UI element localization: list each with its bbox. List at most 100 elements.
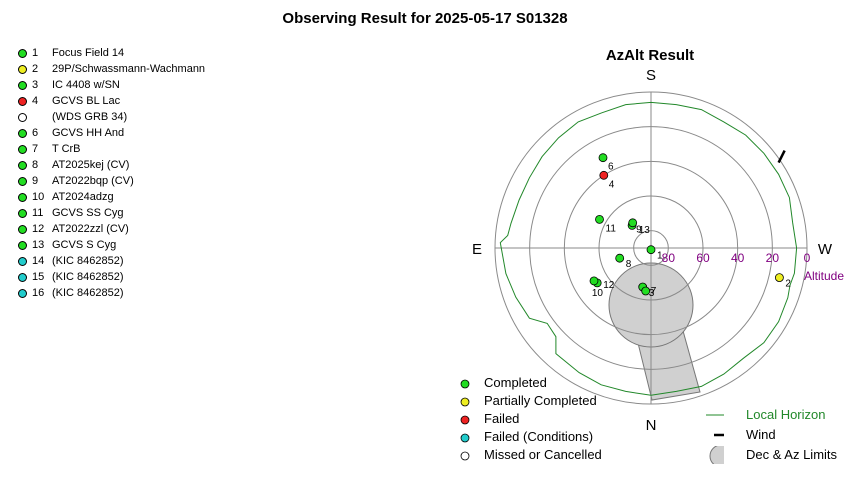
horizon-line-icon bbox=[706, 414, 724, 416]
target-number: 15 bbox=[32, 271, 45, 283]
point-label: 4 bbox=[609, 179, 615, 190]
point-label: 3 bbox=[649, 288, 655, 299]
target-number: 12 bbox=[32, 223, 45, 235]
altitude-tick-label: 20 bbox=[766, 251, 780, 265]
status-dot-icon bbox=[460, 433, 470, 443]
status-dot-icon bbox=[18, 241, 27, 250]
target-number: 3 bbox=[32, 79, 39, 91]
status-dot-icon bbox=[18, 193, 27, 202]
point-label: 11 bbox=[606, 223, 617, 234]
target-number: 1 bbox=[32, 47, 39, 59]
page-title: Observing Result for 2025-05-17 S01328 bbox=[282, 10, 568, 27]
status-dot-icon bbox=[460, 397, 470, 407]
target-point-4 bbox=[599, 170, 609, 180]
target-name: T CrB bbox=[52, 143, 81, 155]
target-name: GCVS HH And bbox=[52, 127, 125, 139]
wind-icon bbox=[714, 433, 724, 437]
status-dot-icon bbox=[18, 273, 27, 282]
target-point-8 bbox=[615, 253, 625, 263]
point-label: 13 bbox=[639, 225, 651, 236]
target-number: 16 bbox=[32, 287, 45, 299]
target-name: AT2025kej (CV) bbox=[52, 159, 130, 171]
target-number: 11 bbox=[32, 207, 44, 219]
status-dot-icon bbox=[18, 209, 27, 218]
direction-label-west: W bbox=[818, 241, 833, 258]
dec-az-limits-area bbox=[608, 262, 701, 401]
target-number: 2 bbox=[32, 63, 39, 75]
status-dot-icon bbox=[18, 81, 27, 90]
altitude-tick-label: 40 bbox=[731, 251, 745, 265]
target-number: 7 bbox=[32, 143, 39, 155]
target-name: (WDS GRB 34) bbox=[52, 111, 128, 123]
direction-label-east: E bbox=[472, 241, 482, 258]
target-number: 10 bbox=[32, 191, 45, 203]
axis-labels: S N E W 80 60 40 20 0 Altitude bbox=[472, 67, 844, 434]
target-name: (KIC 8462852) bbox=[52, 287, 124, 299]
point-label: 9 bbox=[636, 224, 642, 235]
legend-label: Missed or Cancelled bbox=[484, 447, 602, 462]
status-dot-icon bbox=[18, 177, 27, 186]
legend-label: Wind bbox=[746, 427, 776, 442]
status-dot-icon bbox=[18, 289, 27, 298]
target-name: GCVS S Cyg bbox=[52, 239, 117, 251]
limits-circle-icon bbox=[709, 446, 724, 464]
target-point-6 bbox=[598, 153, 608, 163]
target-name: Focus Field 14 bbox=[52, 47, 125, 59]
status-dot-icon bbox=[18, 113, 27, 122]
status-dot-icon bbox=[18, 129, 27, 138]
target-name: (KIC 8462852) bbox=[52, 255, 124, 267]
target-number: 4 bbox=[32, 95, 39, 107]
target-number: 9 bbox=[32, 175, 39, 187]
legend-label: Dec & Az Limits bbox=[746, 447, 838, 462]
target-name: AT2022zzl (CV) bbox=[52, 223, 129, 235]
status-dot-icon bbox=[460, 451, 470, 461]
status-dot-icon bbox=[460, 379, 470, 389]
point-label: 1 bbox=[657, 251, 663, 262]
target-point-13 bbox=[628, 218, 638, 228]
target-number: 13 bbox=[32, 239, 45, 251]
altitude-tick-label: 0 bbox=[804, 251, 811, 265]
point-label: 8 bbox=[626, 259, 632, 270]
status-dot-icon bbox=[18, 257, 27, 266]
target-number: 14 bbox=[32, 255, 45, 267]
status-dot-icon bbox=[18, 161, 27, 170]
status-dot-icon bbox=[18, 145, 27, 154]
horizon-line bbox=[499, 101, 798, 396]
target-number: 8 bbox=[32, 159, 39, 171]
wind-marker bbox=[777, 149, 786, 164]
legend-label: Failed (Conditions) bbox=[484, 429, 594, 444]
chart-title: AzAlt Result bbox=[606, 47, 694, 64]
altitude-tick-label: 60 bbox=[696, 251, 710, 265]
point-label: 10 bbox=[592, 288, 604, 299]
status-dot-icon bbox=[460, 415, 470, 425]
target-point-7 bbox=[641, 286, 651, 296]
status-dot-icon bbox=[18, 97, 27, 106]
target-name: (KIC 8462852) bbox=[52, 271, 124, 283]
point-label: 2 bbox=[785, 279, 791, 290]
wind-icon bbox=[777, 149, 786, 164]
altitude-axis-label: Altitude bbox=[804, 269, 844, 283]
status-dot-icon bbox=[18, 49, 27, 58]
target-name: IC 4408 w/SN bbox=[52, 79, 120, 91]
legend-label: Local Horizon bbox=[746, 407, 826, 422]
point-label: 6 bbox=[608, 162, 614, 173]
target-number: 6 bbox=[32, 127, 39, 139]
status-dot-icon bbox=[18, 65, 27, 74]
target-name: 29P/Schwassmann-Wachmann bbox=[52, 63, 206, 75]
status-dot-icon bbox=[18, 225, 27, 234]
target-point-1 bbox=[646, 245, 656, 255]
target-point-11 bbox=[595, 214, 604, 224]
target-name: GCVS SS Cyg bbox=[52, 207, 124, 219]
target-name: AT2022bqp (CV) bbox=[52, 175, 134, 187]
local-horizon bbox=[499, 101, 798, 396]
point-label: 7 bbox=[651, 286, 657, 297]
target-name: GCVS BL Lac bbox=[52, 95, 121, 107]
direction-label-south: S bbox=[646, 67, 656, 84]
target-name: AT2024adzg bbox=[52, 191, 114, 203]
legend-label: Partially Completed bbox=[484, 393, 597, 408]
altitude-tick-label: 80 bbox=[662, 251, 676, 265]
legend-label: Failed bbox=[484, 411, 520, 426]
direction-label-north: N bbox=[646, 417, 657, 434]
